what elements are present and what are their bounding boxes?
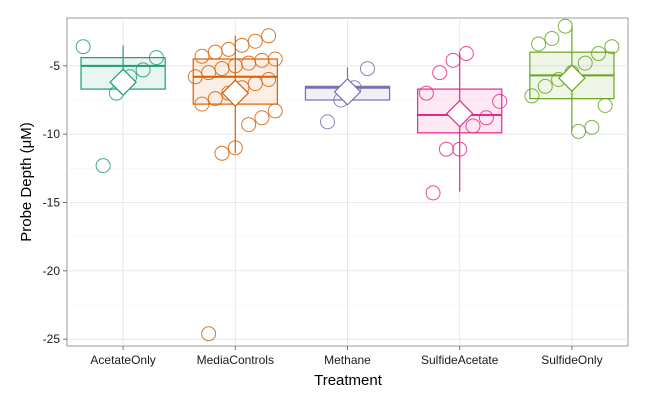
data-point bbox=[418, 85, 434, 101]
series-group bbox=[524, 18, 620, 139]
data-point bbox=[95, 158, 111, 174]
data-point bbox=[445, 52, 461, 68]
data-point bbox=[194, 48, 210, 64]
data-point bbox=[452, 141, 468, 157]
y-tick-label: -10 bbox=[43, 127, 61, 141]
mean-marker bbox=[445, 99, 474, 128]
data-point bbox=[597, 97, 613, 113]
x-tick-label: SulfideAcetate bbox=[421, 353, 499, 367]
data-point bbox=[604, 39, 620, 55]
x-tick-label: SulfideOnly bbox=[541, 353, 602, 367]
series-group bbox=[304, 61, 391, 130]
series-group bbox=[75, 39, 166, 174]
x-tick-label: MediaControls bbox=[197, 353, 274, 367]
data-point bbox=[207, 44, 223, 60]
x-tick-label: AcetateOnly bbox=[90, 353, 155, 367]
data-point bbox=[458, 46, 474, 62]
data-point bbox=[241, 117, 257, 133]
data-point bbox=[320, 114, 336, 130]
data-point bbox=[227, 140, 243, 156]
data-point bbox=[201, 326, 217, 342]
data-point bbox=[214, 61, 230, 77]
data-point bbox=[267, 51, 283, 67]
data-point bbox=[247, 76, 263, 92]
y-tick-label: -5 bbox=[49, 59, 60, 73]
data-point bbox=[537, 78, 553, 94]
y-axis-title: Probe Depth (μM) bbox=[18, 122, 35, 242]
mean-marker bbox=[333, 77, 362, 106]
data-point bbox=[359, 61, 375, 77]
data-point bbox=[577, 55, 593, 71]
data-point bbox=[75, 39, 91, 55]
data-point bbox=[247, 33, 263, 49]
data-point bbox=[201, 65, 217, 81]
data-point bbox=[267, 103, 283, 119]
data-point bbox=[492, 93, 508, 109]
data-point bbox=[207, 91, 223, 107]
data-point bbox=[591, 46, 607, 62]
data-point bbox=[261, 28, 277, 44]
data-point bbox=[425, 185, 441, 201]
mean-marker bbox=[221, 79, 250, 108]
data-point bbox=[148, 50, 164, 66]
data-point bbox=[214, 145, 230, 161]
data-point bbox=[524, 88, 540, 104]
y-tick-label: -15 bbox=[43, 196, 61, 210]
data-point bbox=[432, 65, 448, 81]
series-group bbox=[417, 46, 508, 201]
y-tick-label: -25 bbox=[43, 332, 61, 346]
data-point bbox=[478, 110, 494, 126]
y-tick-label: -20 bbox=[43, 264, 61, 278]
mean-marker bbox=[558, 64, 586, 92]
data-point bbox=[544, 31, 560, 46]
data-point bbox=[571, 123, 587, 139]
series-group bbox=[187, 28, 283, 342]
data-point bbox=[465, 118, 481, 134]
data-point bbox=[254, 110, 270, 126]
data-point bbox=[438, 141, 454, 157]
data-point bbox=[531, 36, 547, 52]
mean-marker bbox=[109, 68, 137, 97]
data-point bbox=[557, 18, 573, 34]
axis-layer: -25 -20 -15 -10 -5 AcetateOnly MediaControls Me… bbox=[43, 59, 603, 367]
data-point bbox=[584, 119, 600, 135]
data-point bbox=[261, 72, 277, 87]
data-point bbox=[194, 96, 210, 112]
x-tick-label: Methane bbox=[324, 353, 371, 367]
x-axis-title: Treatment bbox=[314, 372, 383, 389]
data-point bbox=[234, 37, 250, 53]
data-point bbox=[187, 69, 203, 85]
series-layer bbox=[75, 18, 620, 342]
data-point bbox=[135, 62, 151, 78]
